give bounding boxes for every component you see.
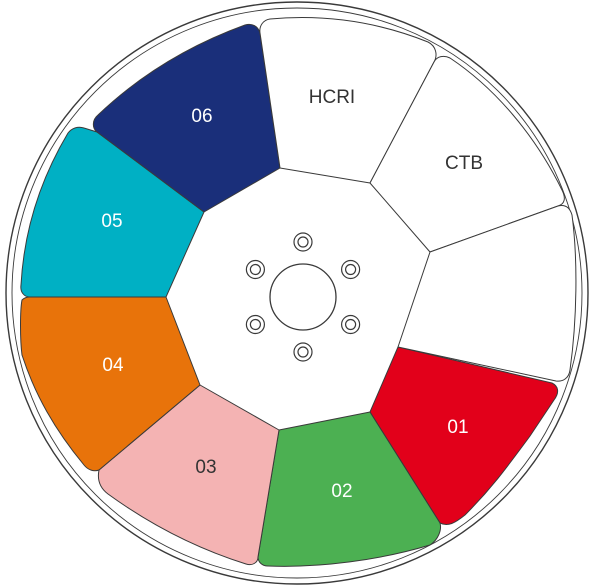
segment-05-label: 05 bbox=[101, 211, 122, 232]
segment-02-shape bbox=[257, 411, 441, 567]
segment-open-shape bbox=[397, 205, 577, 382]
segment-04-label: 04 bbox=[102, 355, 124, 376]
segment-ctb-label: CTB bbox=[445, 153, 483, 174]
segment-ctb-shape bbox=[369, 55, 565, 253]
segment-04[interactable]: 04 bbox=[20, 296, 201, 472]
screw-inner-ring bbox=[345, 263, 357, 276]
hub-screws bbox=[245, 232, 361, 362]
inner-ring bbox=[11, 7, 583, 579]
segment-06-label: 06 bbox=[191, 106, 212, 127]
screw-inner-ring bbox=[345, 318, 357, 331]
segment-01[interactable]: 01 bbox=[369, 346, 559, 526]
segment-open[interactable] bbox=[397, 205, 577, 382]
hub bbox=[245, 232, 361, 362]
segment-06-shape bbox=[92, 23, 281, 213]
segment-hcri-label: HCRI bbox=[309, 87, 355, 108]
segment-05[interactable]: 05 bbox=[20, 126, 205, 298]
segment-03[interactable]: 03 bbox=[97, 384, 280, 566]
segment-06[interactable]: 06 bbox=[92, 23, 281, 213]
segment-05-shape bbox=[20, 126, 205, 298]
outer-ring bbox=[5, 1, 589, 585]
screw-inner-ring bbox=[249, 263, 261, 276]
screw-inner-ring bbox=[297, 236, 309, 248]
hub-center-hole bbox=[269, 263, 337, 331]
segment-04-shape bbox=[20, 296, 201, 472]
segment-03-label: 03 bbox=[195, 457, 216, 478]
segment-hcri[interactable]: HCRI bbox=[259, 17, 437, 184]
segment-hcri-shape bbox=[259, 17, 437, 184]
screw-inner-ring bbox=[297, 346, 309, 358]
segment-03-shape bbox=[97, 384, 280, 566]
segment-01-shape bbox=[369, 346, 559, 526]
segment-ctb[interactable]: CTB bbox=[369, 55, 565, 253]
segment-02[interactable]: 02 bbox=[257, 411, 441, 567]
segment-01-label: 01 bbox=[447, 417, 468, 438]
screw-inner-ring bbox=[249, 318, 261, 331]
segment-02-label: 02 bbox=[331, 481, 352, 502]
